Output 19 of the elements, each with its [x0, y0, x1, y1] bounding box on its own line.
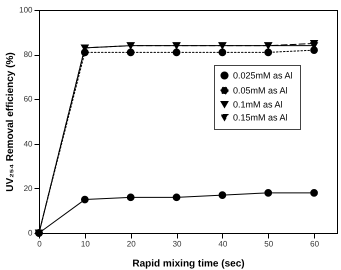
legend-label: 0.025mM as Al	[233, 70, 293, 80]
legend-label: 0.15mM as Al	[233, 112, 288, 122]
y-tick-label: 100	[19, 6, 34, 14]
x-tick-label: 60	[310, 240, 320, 248]
y-tick-label: 20	[24, 184, 34, 193]
x-tick-label: 20	[126, 240, 136, 248]
y-tick-label: 0	[28, 228, 34, 238]
y-axis-title: UV₂₅₄ Removal efficiency (%)	[5, 52, 16, 192]
x-axis-title: Rapid mixing time (sec)	[132, 258, 245, 270]
legend-label: 0.05mM as Al	[233, 86, 288, 96]
y-tick-label: 40	[24, 139, 34, 148]
x-tick-label: 40	[218, 240, 228, 248]
y-tick-label: 80	[24, 50, 34, 60]
x-tick-label: 10	[80, 240, 90, 248]
legend-label: 0.1mM as Al	[233, 100, 283, 110]
x-tick-label: 30	[172, 240, 182, 248]
y-tick-label: 60	[24, 94, 34, 104]
x-tick-label: 0	[37, 240, 42, 248]
x-tick-label: 50	[264, 240, 274, 248]
